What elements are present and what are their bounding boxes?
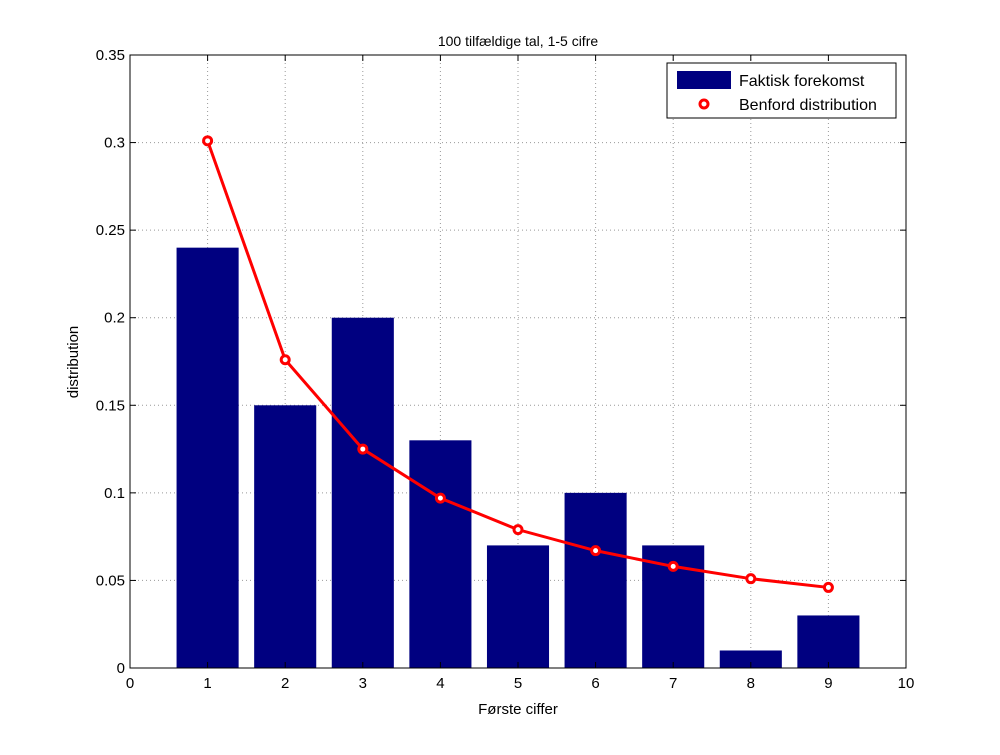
x-tick-label: 0 xyxy=(126,675,134,692)
benford-line xyxy=(202,135,834,593)
bar xyxy=(331,317,394,668)
x-tick-label: 5 xyxy=(514,675,522,692)
y-tick-label: 0.1 xyxy=(104,485,125,502)
x-tick-label: 3 xyxy=(359,675,367,692)
x-tick-label: 9 xyxy=(824,675,832,692)
benford-point xyxy=(822,581,834,593)
legend-label-line: Benford distribution xyxy=(739,97,877,114)
legend-marker-icon xyxy=(698,98,710,110)
x-tick-label: 1 xyxy=(203,675,211,692)
bar xyxy=(176,247,239,668)
bar xyxy=(486,545,550,668)
x-axis-label: Første ciffer xyxy=(478,701,558,718)
y-tick-label: 0.3 xyxy=(104,135,125,152)
bars xyxy=(176,247,860,668)
y-tick-label: 0.2 xyxy=(104,310,125,327)
bar xyxy=(797,615,860,668)
benford-point xyxy=(667,560,679,572)
chart-title: 100 tilfældige tal, 1-5 cifre xyxy=(438,33,599,49)
legend: Faktisk forekomst Benford distribution xyxy=(666,62,897,119)
benford-point xyxy=(590,545,602,557)
y-tick-label: 0.15 xyxy=(96,397,125,414)
benford-point xyxy=(279,354,291,366)
y-tick-label: 0.35 xyxy=(96,47,125,64)
benford-point xyxy=(202,135,214,147)
x-tick-label: 10 xyxy=(898,675,915,692)
y-tick-label: 0.25 xyxy=(96,222,125,239)
axes: 0 1 2 3 4 5 6 7 8 9 10 0 0.05 0.1 0.15 0.2 0.25 0.3 0.35 xyxy=(96,47,915,692)
x-tick-label: 6 xyxy=(591,675,599,692)
legend-bar-swatch xyxy=(677,71,731,89)
benford-point xyxy=(434,492,446,504)
benford-point xyxy=(512,524,524,536)
benford-point xyxy=(745,573,757,585)
axes-box xyxy=(129,54,907,669)
bar xyxy=(254,405,317,668)
x-tick-label: 4 xyxy=(436,675,444,692)
bar xyxy=(409,440,472,668)
x-tick-label: 8 xyxy=(747,675,755,692)
x-tick-label: 7 xyxy=(669,675,677,692)
bar xyxy=(719,650,782,668)
x-tick-label: 2 xyxy=(281,675,289,692)
y-tick-label: 0.05 xyxy=(96,572,125,589)
benford-point xyxy=(357,443,369,455)
y-axis-label: distribution xyxy=(65,326,82,399)
y-tick-label: 0 xyxy=(117,660,125,677)
legend-label-bars: Faktisk forekomst xyxy=(739,73,865,90)
bar xyxy=(564,492,627,668)
